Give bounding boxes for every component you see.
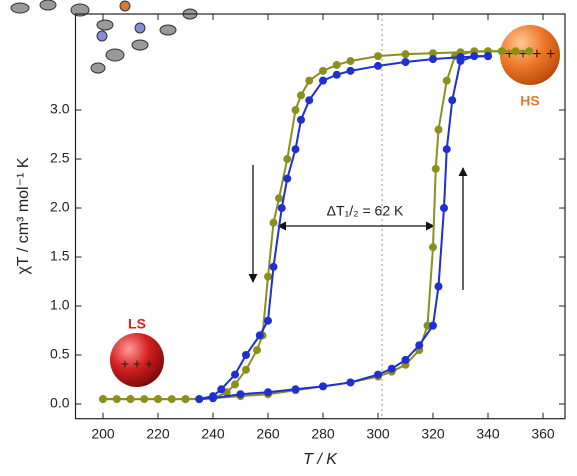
data-point	[181, 395, 190, 404]
data-point	[401, 50, 410, 59]
y-tick-label: 0.5	[50, 346, 70, 362]
series-line	[103, 50, 530, 401]
x-tick-label: 300	[366, 425, 390, 441]
data-point	[275, 194, 283, 203]
x-tick-label: 340	[476, 425, 500, 441]
data-point	[231, 370, 239, 379]
data-point	[283, 174, 292, 183]
ls-sphere	[110, 333, 164, 387]
molecule	[10, 0, 198, 74]
x-tick-label: 320	[421, 425, 445, 441]
data-point	[99, 395, 107, 404]
data-point	[525, 47, 534, 56]
data-point	[269, 218, 278, 227]
ls-label: LS	[128, 316, 146, 332]
data-point	[429, 321, 437, 330]
data-point	[269, 262, 278, 271]
data-point	[305, 96, 314, 105]
data-point	[374, 52, 382, 61]
y-tick-label: 2.5	[50, 150, 70, 166]
series-line	[103, 50, 530, 401]
data-point	[346, 57, 355, 66]
data-point	[217, 385, 226, 394]
data-point	[440, 204, 448, 213]
data-point	[332, 60, 341, 69]
data-point	[264, 388, 272, 397]
data-point	[319, 382, 327, 391]
data-point	[401, 355, 410, 364]
data-point	[277, 204, 286, 213]
y-tick-label: 0.0	[50, 395, 70, 411]
annotation: ΔT₁/₂ = 62 K	[327, 203, 404, 219]
x-tick-label: 260	[256, 425, 280, 441]
data-point	[415, 341, 424, 350]
y-tick-label: 1.0	[50, 297, 70, 313]
data-point	[401, 58, 410, 67]
data-point	[154, 395, 162, 404]
plot-frame	[74, 13, 566, 420]
data-point	[442, 76, 451, 85]
data-point	[429, 49, 437, 58]
data-point	[346, 66, 355, 75]
data-point	[429, 243, 437, 252]
data-point	[442, 145, 451, 154]
series-line	[199, 55, 489, 401]
y-axis-label: χT / cm³ mol⁻¹ K	[15, 157, 32, 274]
x-tick-label: 220	[146, 425, 170, 441]
x-tick-label: 240	[201, 425, 225, 441]
data-point	[434, 125, 443, 134]
data-point	[456, 57, 465, 66]
data-point	[374, 370, 382, 379]
data-point	[511, 47, 520, 56]
data-point	[291, 385, 300, 394]
y-tick-label: 2.0	[50, 199, 70, 215]
ls-charges: + + +	[121, 356, 153, 372]
data-point	[291, 145, 300, 154]
data-point	[484, 52, 492, 61]
data-point	[253, 346, 261, 355]
data-point	[195, 395, 204, 404]
data-point	[209, 394, 217, 403]
data-point	[305, 76, 314, 85]
data-point	[470, 52, 479, 61]
data-point	[319, 66, 327, 75]
series-line	[199, 55, 488, 401]
data-point	[264, 316, 272, 325]
data-point	[423, 321, 432, 330]
data-point	[283, 155, 292, 164]
data-point	[236, 390, 245, 399]
data-point	[387, 364, 396, 373]
data-point	[242, 351, 250, 360]
data-point	[264, 272, 272, 281]
data-point	[291, 106, 300, 115]
data-point	[319, 76, 327, 85]
x-axis-label: T / K	[303, 451, 338, 468]
data-point	[297, 115, 305, 124]
x-tick-label: 280	[311, 425, 335, 441]
data-point	[297, 91, 305, 100]
x-tick-label: 200	[91, 425, 115, 441]
y-tick-label: 3.0	[50, 101, 70, 117]
data-point	[434, 282, 443, 291]
data-point	[448, 96, 457, 105]
data-point	[332, 70, 341, 79]
data-point	[346, 378, 355, 387]
x-tick-label: 360	[531, 425, 555, 441]
data-point	[429, 55, 437, 64]
data-point	[126, 395, 135, 404]
data-point	[231, 380, 239, 389]
data-point	[255, 331, 264, 340]
data-point	[431, 164, 440, 173]
data-point	[242, 365, 250, 374]
data-point	[374, 61, 382, 70]
hs-label: HS	[520, 93, 539, 109]
y-tick-label: 1.5	[50, 248, 70, 264]
